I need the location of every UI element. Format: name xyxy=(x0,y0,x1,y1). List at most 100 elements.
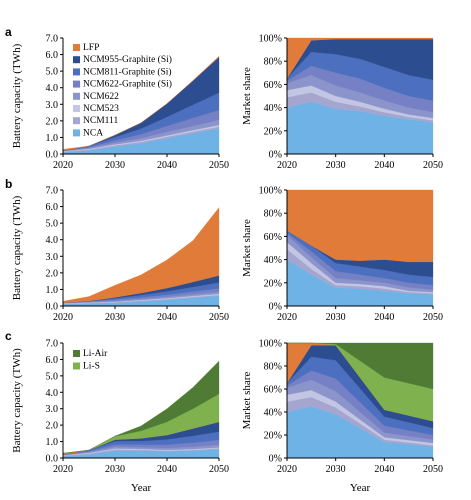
y-tick-label: 1.0 xyxy=(46,285,59,296)
legend-label: NCM622 xyxy=(83,92,119,102)
y-tick-label: 7.0 xyxy=(46,34,59,45)
x-tick-label: 2050 xyxy=(209,160,229,171)
legend-swatch xyxy=(73,44,80,51)
chart-panel-c-share: 0% 20% 40% 60% 80% 100% 2020 2030 2040 2050 Market… xyxy=(241,339,443,495)
panel-label-c: c xyxy=(5,329,12,343)
y-tick-label: 80% xyxy=(264,57,282,68)
y-tick-label: 6.0 xyxy=(46,202,59,213)
x-tick-label: 2020 xyxy=(53,464,73,475)
legend-label: Li-Air xyxy=(83,349,108,359)
y-tick-label: 6.0 xyxy=(46,50,59,61)
y-tick-label: 3.0 xyxy=(46,404,59,415)
y-tick-label: 0.0 xyxy=(46,302,59,313)
y-tick-label: 60% xyxy=(264,80,282,91)
y-axis-title: Market share xyxy=(241,219,253,277)
y-tick-label: 20% xyxy=(264,278,282,289)
x-tick-label: 2020 xyxy=(53,312,73,323)
chart-panel-b-capacity: 0.0 1.0 2.0 3.0 4.0 5.0 6.0 7.0 2020 2030 2040 2050… xyxy=(11,186,229,324)
area-li-air xyxy=(62,360,220,454)
y-tick-label: 80% xyxy=(264,362,282,373)
y-tick-label: 100% xyxy=(259,339,282,350)
y-tick-label: 6.0 xyxy=(46,355,59,366)
legend-swatch xyxy=(73,129,80,137)
y-tick-label: 4.0 xyxy=(46,235,59,246)
x-tick-label: 2030 xyxy=(326,160,346,171)
y-axis-title: Battery capacity (TWh) xyxy=(11,43,23,148)
y-tick-label: 20% xyxy=(264,431,282,442)
x-tick-label: 2050 xyxy=(423,312,443,323)
legend-panel-c: Li-Air Li-S xyxy=(73,349,108,372)
y-tick-label: 4.0 xyxy=(46,83,59,94)
legend-label: NCM523 xyxy=(83,104,119,114)
legend-swatch xyxy=(73,117,80,125)
y-tick-label: 100% xyxy=(259,186,282,197)
legend-swatch xyxy=(73,80,80,88)
legend-label: NCM622-Graphite (Si) xyxy=(83,79,172,90)
area-li-air xyxy=(287,342,434,390)
x-tick-label: 2050 xyxy=(423,464,443,475)
area-lfp xyxy=(62,55,220,152)
chart-panel-a-capacity: 0.0 1.0 2.0 3.0 4.0 5.0 6.0 7.0 2020 2030 2040 2050… xyxy=(11,34,229,172)
x-tick-label: 2020 xyxy=(277,160,297,171)
x-tick-label: 2050 xyxy=(423,160,443,171)
y-tick-label: 60% xyxy=(264,232,282,243)
y-axis-title: Market share xyxy=(241,67,253,125)
y-tick-label: 40% xyxy=(264,103,282,114)
x-tick-label: 2040 xyxy=(157,312,177,323)
legend-label: NCA xyxy=(83,128,103,138)
x-tick-label: 2040 xyxy=(157,464,177,475)
y-tick-label: 20% xyxy=(264,126,282,137)
y-tick-label: 1.0 xyxy=(46,133,59,144)
x-tick-label: 2040 xyxy=(374,464,394,475)
x-axis-title: Year xyxy=(350,482,371,494)
legend-label: Li-S xyxy=(83,362,100,372)
area-lfp xyxy=(286,37,434,80)
x-tick-label: 2020 xyxy=(53,160,73,171)
y-tick-label: 3.0 xyxy=(46,252,59,263)
panel-label-a: a xyxy=(5,25,12,39)
y-tick-label: 2.0 xyxy=(46,116,59,127)
x-tick-label: 2030 xyxy=(105,464,125,475)
legend-swatch xyxy=(73,362,80,370)
y-tick-label: 4.0 xyxy=(46,388,59,399)
y-axis-title: Battery capacity (TWh) xyxy=(11,348,23,453)
x-tick-label: 2030 xyxy=(326,312,346,323)
y-tick-label: 0% xyxy=(269,454,282,465)
x-tick-label: 2030 xyxy=(105,312,125,323)
y-tick-label: 2.0 xyxy=(46,421,59,432)
x-tick-label: 2050 xyxy=(209,312,229,323)
y-tick-label: 40% xyxy=(264,255,282,266)
legend-swatch xyxy=(73,350,80,357)
x-tick-label: 2040 xyxy=(157,160,177,171)
legend-label: NCM955-Graphite (Si) xyxy=(83,54,172,65)
y-tick-label: 1.0 xyxy=(46,437,59,448)
y-tick-label: 7.0 xyxy=(46,339,59,350)
chart-panel-c-capacity: 0.0 1.0 2.0 3.0 4.0 5.0 6.0 7.0 2020 2030 2040 2050… xyxy=(11,339,229,495)
y-tick-label: 60% xyxy=(264,385,282,396)
chart-panel-a-share: 0% 20% 40% 60% 80% 100% 2020 2030 2040 2050 Market… xyxy=(241,34,443,172)
x-tick-label: 2040 xyxy=(374,160,394,171)
y-axis-title: Market share xyxy=(241,372,253,430)
y-tick-label: 3.0 xyxy=(46,100,59,111)
legend-swatch xyxy=(73,92,80,100)
legend-swatch xyxy=(73,105,80,112)
x-tick-label: 2020 xyxy=(277,464,297,475)
legend-label: NCM111 xyxy=(83,116,118,126)
y-tick-label: 5.0 xyxy=(46,219,59,230)
y-tick-label: 0% xyxy=(269,302,282,313)
x-axis-title: Year xyxy=(131,482,152,494)
y-tick-label: 0.0 xyxy=(46,150,59,161)
y-tick-label: 40% xyxy=(264,408,282,419)
y-tick-label: 80% xyxy=(264,209,282,220)
legend-label: NCM811-Graphite (Si) xyxy=(83,66,172,77)
y-tick-label: 0.0 xyxy=(46,454,59,465)
y-tick-label: 2.0 xyxy=(46,268,59,279)
x-tick-label: 2040 xyxy=(374,312,394,323)
y-tick-label: 0% xyxy=(269,150,282,161)
chart-panel-b-share: 0% 20% 40% 60% 80% 100% 2020 2030 2040 2050 Market… xyxy=(241,186,443,324)
x-tick-label: 2020 xyxy=(277,312,297,323)
x-tick-label: 2030 xyxy=(105,160,125,171)
legend-swatch xyxy=(73,68,80,76)
